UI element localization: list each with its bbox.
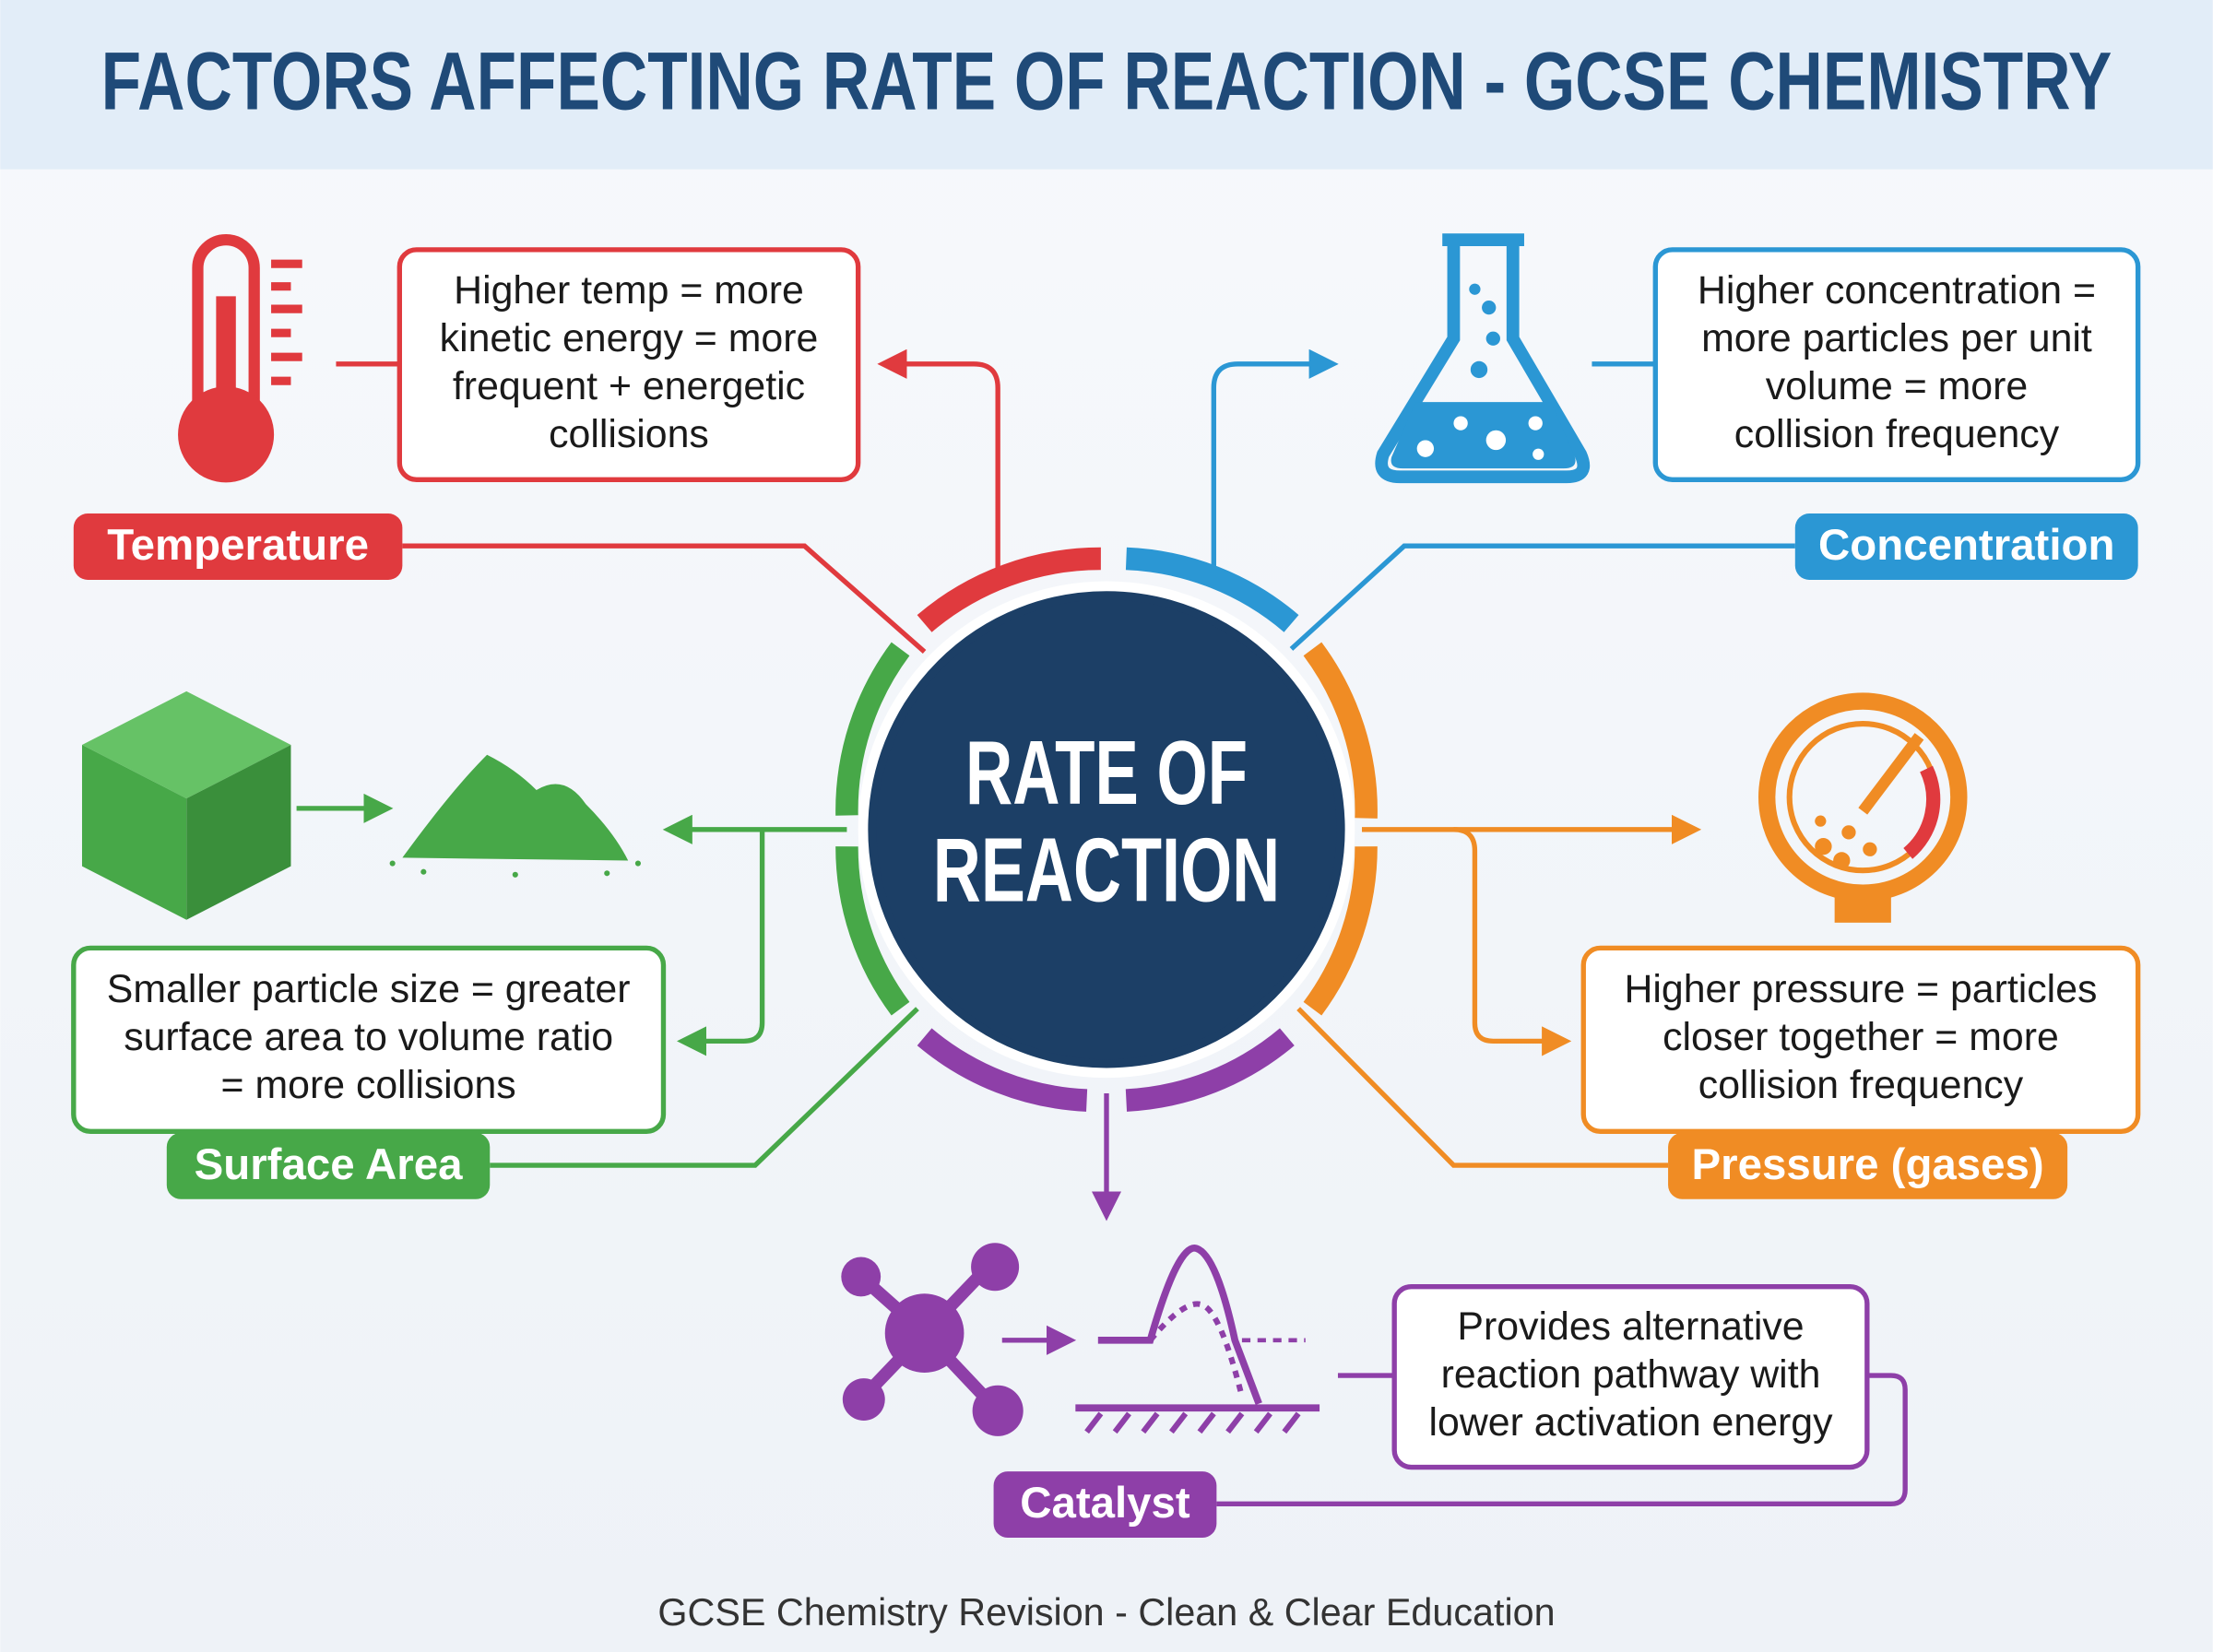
description-box (396, 247, 861, 482)
factor-pill (73, 513, 403, 580)
description-box (1391, 1283, 1870, 1470)
description-line: Provides alternative (1457, 1304, 1804, 1349)
factor-label: Surface Area (195, 1140, 463, 1189)
arrow (1453, 827, 1572, 1056)
description-box (71, 945, 667, 1134)
hub-arc (835, 846, 910, 1016)
footer: GCSE Chemistry Revision - Clean & Clear … (657, 1591, 1555, 1634)
energy-diagram-icon (1075, 1245, 1320, 1434)
connector (1289, 361, 1795, 651)
description-line: Higher concentration = (1698, 268, 2096, 313)
hub-arc (1303, 846, 1378, 1016)
arrow (1211, 348, 1339, 572)
description-line: frequent + energetic (453, 364, 805, 408)
hub-arc (1125, 547, 1299, 632)
header-band (0, 0, 2213, 170)
gauge-icon (1758, 692, 1968, 923)
arrow (677, 829, 765, 1056)
description-line: collision frequency (1698, 1063, 2024, 1107)
arrow (877, 348, 1000, 572)
factor-pill (1794, 513, 2138, 580)
title: FACTORS AFFECTING RATE OF REACTION - GCS… (101, 35, 2112, 126)
factor-pill (166, 1132, 491, 1199)
description-box (1652, 247, 2141, 482)
thermometer-icon (178, 234, 302, 483)
connector (336, 361, 927, 655)
description-line: collisions (549, 412, 709, 456)
factor-label: Temperature (107, 521, 369, 570)
factor-label: Catalyst (1020, 1479, 1190, 1528)
description-line: Smaller particle size = greater (107, 967, 631, 1011)
hub-arc (1125, 1028, 1295, 1112)
connector (490, 1007, 919, 1168)
connector (1216, 1373, 1908, 1506)
description-box (1580, 945, 2141, 1134)
cube-icon (81, 690, 291, 920)
description-line: kinetic energy = more (440, 316, 819, 360)
factor-pill (1668, 1132, 2068, 1199)
factor-label: Pressure (gases) (1691, 1140, 2043, 1189)
description-line: closer together = more (1663, 1015, 2059, 1059)
hub-arc (917, 1028, 1088, 1112)
flask-icon (1375, 233, 1591, 484)
description-line: more particles per unit (1701, 316, 2092, 360)
powder-icon (389, 754, 641, 878)
description-line: Higher pressure = particles (1624, 967, 2097, 1011)
description-line: collision frequency (1734, 412, 2060, 456)
hub (835, 547, 1378, 1112)
description-line: surface area to volume ratio (124, 1015, 613, 1059)
hub-arc (1303, 642, 1378, 819)
description-line: volume = more (1766, 364, 2028, 408)
connectors (296, 348, 1908, 1506)
description-line: Higher temp = more (454, 268, 804, 313)
description-line: = more collisions (221, 1063, 516, 1107)
molecule-icon (841, 1243, 1024, 1436)
hub-arc (835, 642, 910, 816)
hub-arc (917, 547, 1101, 632)
factor-label: Concentration (1818, 521, 2114, 570)
description-line: reaction pathway with (1441, 1352, 1821, 1397)
hub-text: REACTION (933, 820, 1280, 921)
factor-pill (993, 1471, 1217, 1539)
connector (1296, 1007, 1669, 1168)
hub-text: RATE OF (965, 722, 1248, 823)
description-line: lower activation energy (1428, 1400, 1833, 1445)
hub-circle (868, 591, 1345, 1068)
